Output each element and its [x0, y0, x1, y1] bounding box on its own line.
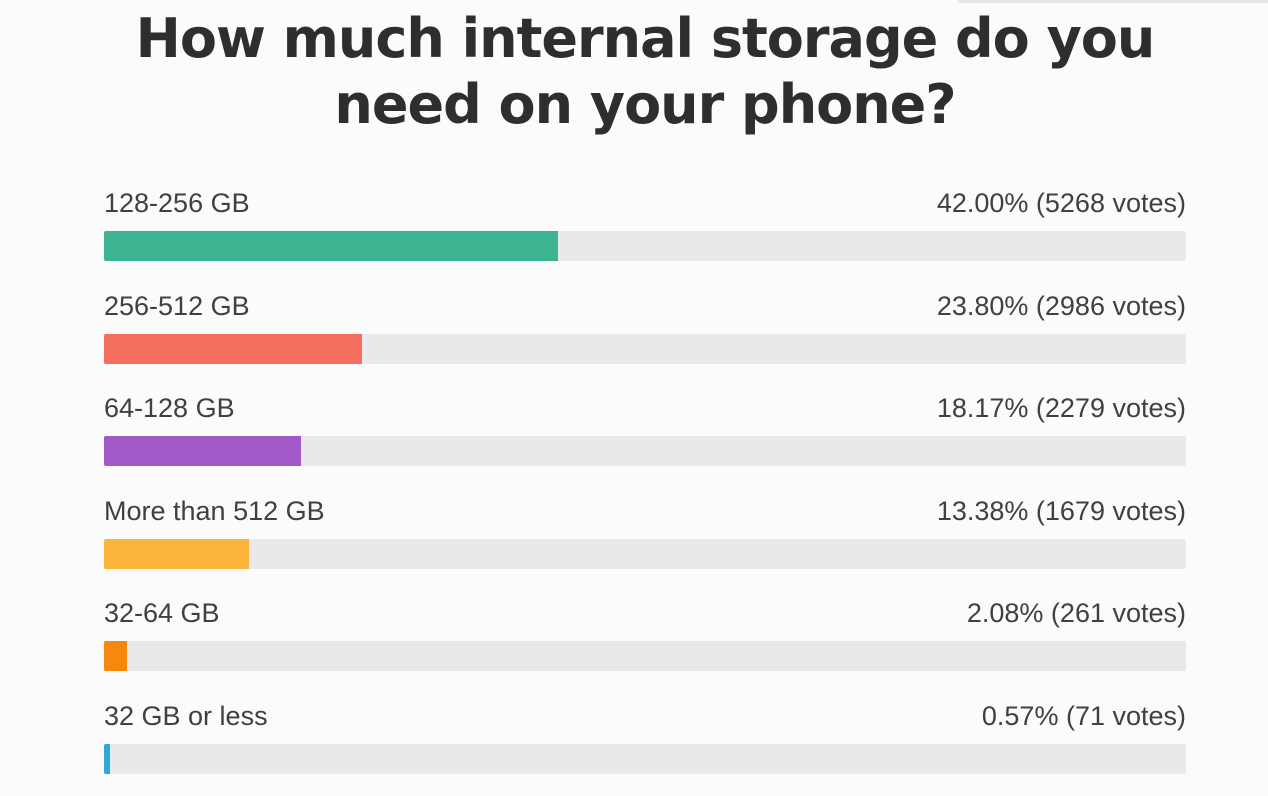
row-result: 0.57% (71 votes) — [981, 700, 1186, 731]
row-label: 32 GB or less — [104, 700, 268, 731]
bar-track — [104, 231, 1186, 261]
row-result: 13.38% (1679 votes) — [936, 495, 1186, 526]
poll-row-4: 32-64 GB 2.08% (261 votes) — [104, 594, 1186, 697]
row-label: 32-64 GB — [104, 598, 220, 629]
bar-fill — [104, 538, 249, 569]
poll-row-0: 128-256 GB 42.00% (5268 votes) — [104, 184, 1186, 287]
bar-track — [104, 641, 1186, 672]
poll-widget: How much internal storage do you need on… — [104, 0, 1186, 774]
row-result: 2.08% (261 votes) — [966, 598, 1186, 629]
bar-track — [104, 743, 1186, 774]
row-result: 42.00% (5268 votes) — [936, 188, 1186, 218]
row-label: 256-512 GB — [104, 290, 250, 321]
bar-track — [104, 436, 1186, 467]
poll-row-1: 256-512 GB 23.80% (2986 votes) — [104, 287, 1186, 390]
row-result: 23.80% (2986 votes) — [936, 290, 1186, 321]
poll-row-5: 32 GB or less 0.57% (71 votes) — [104, 697, 1186, 796]
poll-title: How much internal storage do you need on… — [135, 7, 1156, 136]
poll-results: 128-256 GB 42.00% (5268 votes) 256-512 G… — [104, 184, 1186, 796]
bar-fill — [104, 231, 559, 261]
bar-track — [104, 538, 1186, 569]
bar-track — [104, 333, 1186, 364]
bar-fill — [104, 641, 127, 672]
row-label: 128-256 GB — [104, 188, 250, 218]
bar-fill — [104, 743, 111, 774]
poll-row-2: 64-128 GB 18.17% (2279 votes) — [104, 389, 1186, 492]
bar-fill — [104, 333, 362, 364]
top-divider — [958, 0, 1268, 3]
bar-fill — [104, 436, 301, 467]
row-label: 64-128 GB — [104, 393, 235, 424]
poll-row-3: More than 512 GB 13.38% (1679 votes) — [104, 492, 1186, 595]
row-result: 18.17% (2279 votes) — [936, 393, 1186, 424]
row-label: More than 512 GB — [104, 495, 325, 526]
